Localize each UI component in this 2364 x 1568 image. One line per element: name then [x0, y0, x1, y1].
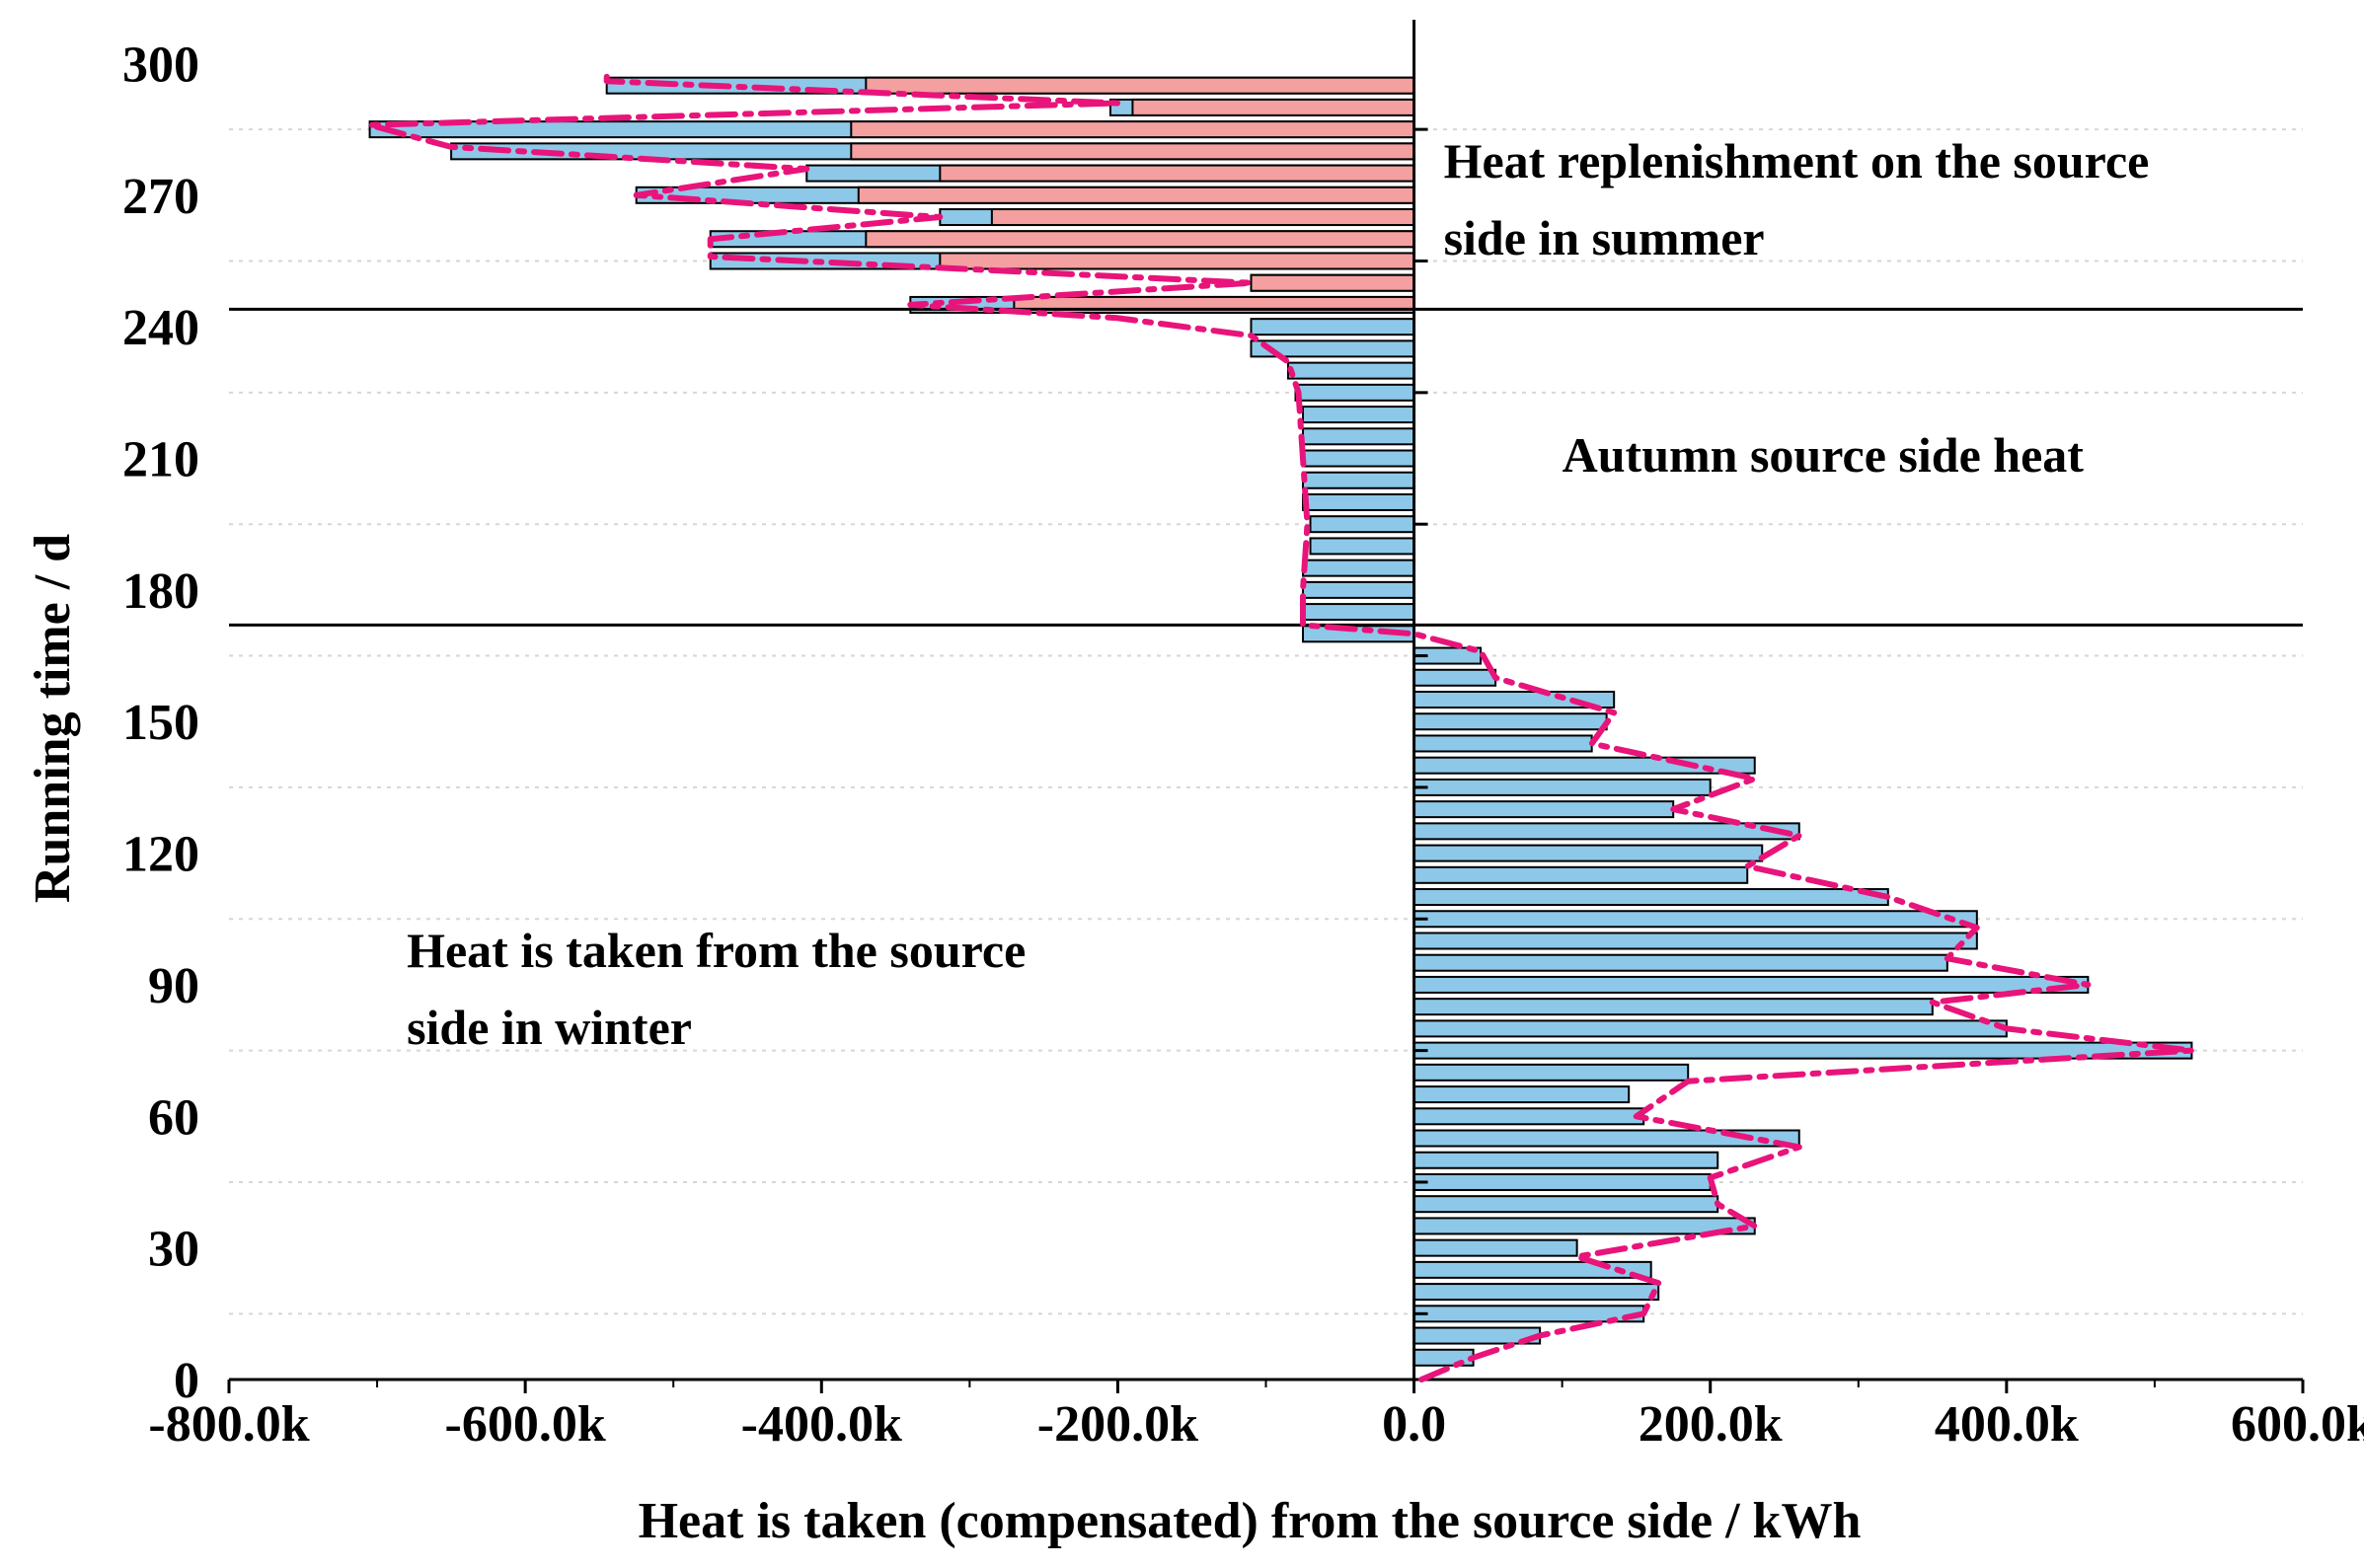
y-tick-label: 240	[122, 300, 199, 356]
bar-heat-compensated	[850, 120, 1415, 139]
x-tick-label: 400.0k	[1935, 1396, 2079, 1453]
bar-heat-taken	[1412, 1283, 1660, 1302]
bar-heat-taken	[1412, 1217, 1756, 1235]
bar-heat-taken	[1412, 1238, 1578, 1257]
x-tick-label: 600.0k	[2231, 1396, 2364, 1453]
bar-heat-taken	[1250, 318, 1415, 336]
annotation-text: Autumn source side heat	[1563, 427, 2085, 483]
x-axis-title: Heat is taken (compensated) from the sou…	[639, 1493, 1862, 1549]
y-tick-label: 300	[122, 37, 199, 93]
x-tick-label: -400.0k	[741, 1396, 902, 1453]
bar-heat-taken	[1412, 1063, 1690, 1082]
bar-heat-taken	[1412, 1195, 1719, 1214]
bar-heat-taken	[1412, 1041, 2193, 1060]
bar-heat-taken	[1412, 734, 1593, 753]
bar-heat-taken	[1302, 427, 1415, 446]
bar-heat-compensated	[939, 252, 1415, 270]
y-tick-label: 120	[122, 827, 199, 883]
bar-heat-taken	[1309, 515, 1415, 534]
bar-heat-taken	[1412, 888, 1889, 907]
bar-heat-compensated	[939, 164, 1415, 183]
bar-heat-taken	[1412, 844, 1764, 862]
y-tick-label: 270	[122, 169, 199, 225]
y-axis-title: Running time / d	[25, 534, 81, 903]
bar-heat-taken	[1412, 1348, 1475, 1367]
bar-heat-compensated	[865, 230, 1415, 249]
envelope-dash-dot-line	[366, 73, 2195, 1382]
bar-heat-taken	[1287, 361, 1415, 380]
bar-heat-taken	[1294, 383, 1415, 402]
bar-heat-taken	[1309, 537, 1415, 556]
x-tick-label: 0.0	[1382, 1396, 1446, 1453]
annotations: Heat replenishment on the source side in …	[407, 133, 2149, 1055]
y-tick-label: 0	[174, 1353, 199, 1409]
bar-heat-taken	[1412, 932, 1978, 950]
bar-heat-taken	[1412, 953, 1948, 972]
annotation-text: side in summer	[1444, 210, 1765, 265]
y-tick-label: 150	[122, 695, 199, 751]
bar-heat-taken	[1412, 1019, 2008, 1038]
bar-heat-taken	[1412, 712, 1608, 731]
bar-heat-taken	[1302, 603, 1415, 622]
bar-heat-compensated	[857, 186, 1415, 204]
bars	[368, 76, 2193, 1367]
bar-heat-taken	[1412, 1151, 1719, 1169]
y-tick-label: 90	[148, 958, 199, 1014]
bar-heat-taken	[1412, 778, 1712, 796]
y-tick-label: 180	[122, 563, 199, 620]
bar-heat-taken	[1412, 975, 2090, 994]
bar-heat-taken	[1412, 1107, 1645, 1126]
bar-heat-taken	[1412, 668, 1497, 687]
bar-heat-compensated	[850, 142, 1415, 161]
bar-heat-taken	[1412, 756, 1756, 775]
bar-heat-compensated	[1131, 98, 1415, 116]
bar-heat-taken	[1302, 580, 1415, 599]
bar-heat-taken	[1412, 800, 1675, 819]
bar-heat-compensated	[990, 208, 1415, 227]
bar-heat-taken	[1412, 865, 1749, 884]
bar-heat-taken	[1302, 449, 1415, 468]
bar-heat-taken	[1412, 1085, 1631, 1104]
bar-heat-taken	[1412, 998, 1934, 1016]
bar-heat-taken	[1302, 559, 1415, 577]
y-tick-label: 30	[148, 1222, 199, 1278]
bar-heat-taken	[1302, 492, 1415, 511]
x-tick-label: -600.0k	[445, 1396, 606, 1453]
annotation-text: Heat is taken from the source	[407, 923, 1026, 978]
y-tick-label: 60	[148, 1089, 199, 1146]
annotation-text: side in winter	[407, 1000, 692, 1055]
y-tick-label: 210	[122, 432, 199, 488]
annotation-text: Heat replenishment on the source	[1444, 133, 2150, 188]
axes	[227, 20, 2305, 1393]
envelope-line	[366, 73, 2195, 1382]
bar-heat-compensated	[1250, 273, 1415, 292]
tick-labels: -800.0k -600.0k -400.0k -200.0k 0.0 200.0k 400…	[122, 37, 2364, 1453]
bar-heat-compensated	[865, 76, 1415, 95]
x-tick-label: 200.0k	[1639, 1396, 1783, 1453]
x-tick-label: -800.0k	[148, 1396, 309, 1453]
x-tick-label: -200.0k	[1037, 1396, 1198, 1453]
bar-heat-taken	[1412, 822, 1800, 841]
bar-heat-taken	[1302, 471, 1415, 489]
period-dividers	[229, 307, 2303, 627]
bar-heat-taken	[1412, 910, 1978, 929]
bar-heat-taken	[1302, 406, 1415, 424]
bar-heat-taken	[1412, 1172, 1712, 1191]
